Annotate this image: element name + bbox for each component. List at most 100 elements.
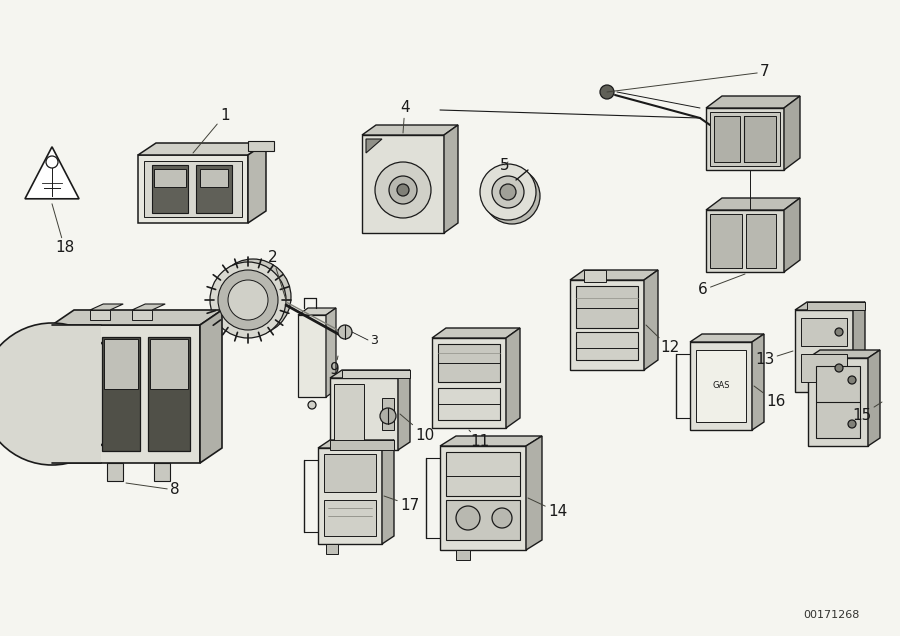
Polygon shape xyxy=(298,308,336,315)
Circle shape xyxy=(848,376,856,384)
Bar xyxy=(801,318,847,346)
Polygon shape xyxy=(706,108,784,170)
Bar xyxy=(744,116,776,162)
Polygon shape xyxy=(298,315,326,397)
Bar xyxy=(714,116,740,162)
Polygon shape xyxy=(248,141,274,151)
Polygon shape xyxy=(432,328,520,338)
Bar xyxy=(324,454,376,492)
Text: 4: 4 xyxy=(400,100,410,133)
Circle shape xyxy=(397,184,409,196)
Bar xyxy=(154,463,170,481)
Bar xyxy=(807,302,865,310)
Polygon shape xyxy=(644,270,658,370)
Polygon shape xyxy=(132,304,166,310)
Bar xyxy=(90,310,110,320)
Bar xyxy=(107,463,123,481)
Polygon shape xyxy=(330,370,410,378)
Bar xyxy=(696,350,746,422)
Polygon shape xyxy=(25,147,79,199)
Polygon shape xyxy=(706,96,800,108)
Polygon shape xyxy=(784,96,800,170)
Bar xyxy=(150,339,188,389)
Circle shape xyxy=(848,420,856,428)
Bar xyxy=(330,440,394,450)
Polygon shape xyxy=(326,308,336,397)
Bar xyxy=(132,310,152,320)
Polygon shape xyxy=(248,143,266,223)
Circle shape xyxy=(492,508,512,528)
Text: 5: 5 xyxy=(500,158,509,172)
Circle shape xyxy=(218,270,278,330)
Polygon shape xyxy=(200,310,222,463)
Polygon shape xyxy=(138,155,248,223)
Polygon shape xyxy=(706,198,800,210)
Circle shape xyxy=(835,364,843,372)
Text: 17: 17 xyxy=(384,496,419,513)
Polygon shape xyxy=(795,310,853,392)
Bar xyxy=(52,325,101,463)
Bar xyxy=(144,161,242,217)
Polygon shape xyxy=(752,334,764,430)
Polygon shape xyxy=(808,350,880,358)
Text: 18: 18 xyxy=(52,204,74,256)
Polygon shape xyxy=(138,143,266,155)
Text: 12: 12 xyxy=(646,325,680,356)
Polygon shape xyxy=(570,280,644,370)
Bar xyxy=(154,169,186,187)
Circle shape xyxy=(835,328,843,336)
Polygon shape xyxy=(318,448,382,544)
Text: 1: 1 xyxy=(193,107,230,153)
Bar xyxy=(326,544,338,554)
Circle shape xyxy=(210,262,286,338)
Bar xyxy=(746,214,776,268)
Polygon shape xyxy=(432,338,506,428)
Bar xyxy=(102,337,140,451)
Circle shape xyxy=(338,325,352,339)
Polygon shape xyxy=(52,325,200,463)
Polygon shape xyxy=(795,302,865,310)
Text: 3: 3 xyxy=(370,333,378,347)
Polygon shape xyxy=(808,358,868,446)
Bar xyxy=(438,344,500,382)
Bar xyxy=(200,169,228,187)
Polygon shape xyxy=(366,139,382,153)
Bar xyxy=(342,370,410,378)
Text: 8: 8 xyxy=(126,483,180,497)
Circle shape xyxy=(0,323,123,465)
Bar xyxy=(148,337,190,451)
Bar xyxy=(710,112,780,166)
Polygon shape xyxy=(690,334,764,342)
Polygon shape xyxy=(570,270,658,280)
Text: 15: 15 xyxy=(852,402,882,422)
Bar xyxy=(334,384,364,444)
Circle shape xyxy=(480,164,536,220)
Polygon shape xyxy=(318,440,394,448)
Bar xyxy=(152,165,188,213)
Bar xyxy=(324,500,376,536)
Text: 11: 11 xyxy=(469,430,490,450)
Text: 6: 6 xyxy=(698,274,745,298)
Text: 10: 10 xyxy=(400,414,434,443)
Polygon shape xyxy=(784,198,800,272)
Bar xyxy=(801,354,847,382)
Bar xyxy=(104,339,138,389)
Polygon shape xyxy=(330,378,398,450)
Polygon shape xyxy=(444,125,458,233)
Bar xyxy=(710,214,742,268)
Bar xyxy=(438,388,500,420)
Bar xyxy=(446,500,520,540)
Circle shape xyxy=(375,162,431,218)
Circle shape xyxy=(484,168,540,224)
Bar xyxy=(446,452,520,496)
Text: GAS: GAS xyxy=(712,382,730,391)
Polygon shape xyxy=(526,436,542,550)
Polygon shape xyxy=(398,370,410,450)
Text: 00171268: 00171268 xyxy=(804,610,860,620)
Polygon shape xyxy=(52,310,222,325)
Circle shape xyxy=(600,85,614,99)
Circle shape xyxy=(389,176,417,204)
Polygon shape xyxy=(90,304,123,310)
Text: 7: 7 xyxy=(607,64,770,92)
Bar xyxy=(576,286,638,328)
